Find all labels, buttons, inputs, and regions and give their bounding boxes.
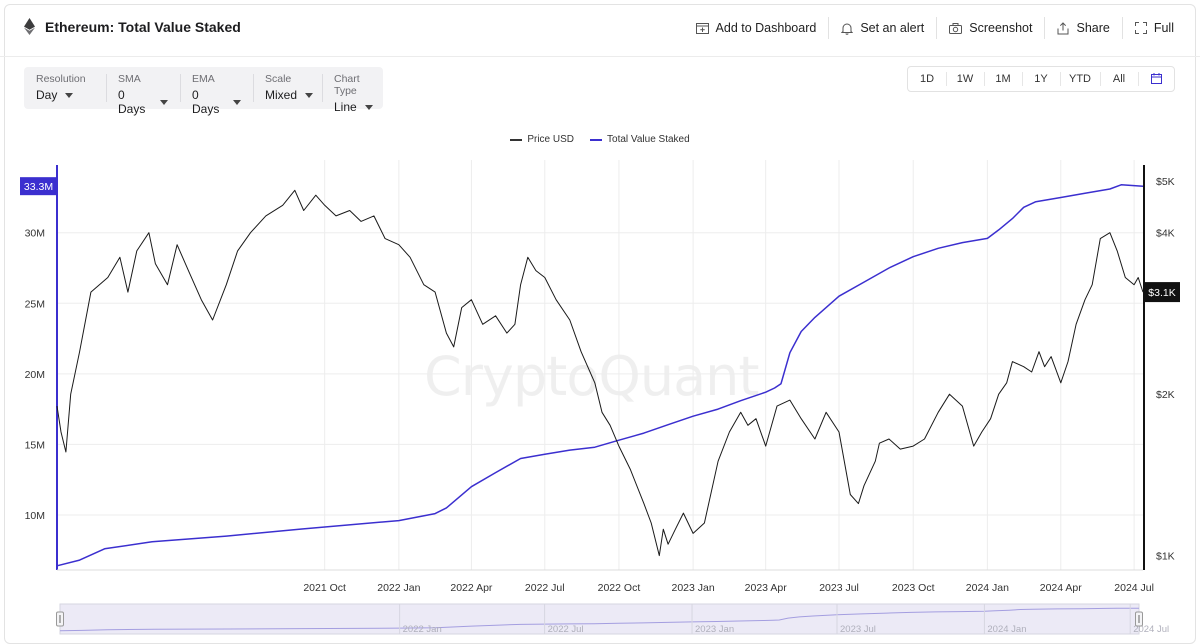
scale-value: Mixed: [265, 88, 298, 102]
page-title: Ethereum: Total Value Staked: [45, 18, 241, 35]
ethereum-icon: [24, 18, 35, 35]
add-to-dashboard-label: Add to Dashboard: [715, 21, 817, 35]
right-current-value-label: $3.1K: [1148, 287, 1175, 299]
dashboard-add-icon: [695, 23, 709, 34]
y-tick-label-left: 25M: [25, 298, 45, 310]
sma-label: SMA: [118, 73, 141, 85]
series-line-price-usd: [56, 189, 1144, 557]
ema-value: 0 Days: [192, 88, 220, 116]
chevron-down-icon: [65, 92, 74, 98]
resolution-value: Day: [36, 88, 58, 102]
x-tick-label: 2023 Jul: [819, 582, 859, 594]
sma-select[interactable]: SMA 0 Days: [106, 67, 180, 116]
set-alert-button[interactable]: Set an alert: [829, 14, 936, 42]
chart-legend: Price USD Total Value Staked: [0, 134, 1200, 145]
chart-type-select[interactable]: Chart Type Line: [322, 67, 383, 114]
y-tick-label-right: $1K: [1156, 551, 1175, 563]
x-tick-label: 2022 Jul: [525, 582, 565, 594]
chart-header: Ethereum: Total Value Staked Add to Dash…: [0, 0, 1200, 57]
x-tick-label: 2024 Jan: [966, 582, 1009, 594]
y-tick-label-right: $2K: [1156, 389, 1175, 401]
range-selector: 1D 1W 1M 1Y YTD All: [907, 66, 1175, 92]
range-1w-button[interactable]: 1W: [946, 67, 984, 91]
action-divider: [936, 17, 938, 39]
share-button[interactable]: Share: [1045, 14, 1121, 42]
x-tick-label: 2024 Jul: [1114, 582, 1154, 594]
chart-controls: Resolution Day SMA 0 Days EMA 0 Days Sca…: [24, 67, 383, 116]
right-current-value-badge: [1144, 282, 1180, 303]
action-divider: [1121, 17, 1123, 39]
range-all-button[interactable]: All: [1100, 67, 1138, 91]
action-divider: [1044, 17, 1046, 39]
chevron-down-icon: [364, 104, 373, 110]
navigator-series-line: [59, 607, 1140, 632]
legend-item-price[interactable]: Price USD: [510, 134, 574, 145]
range-ytd-button[interactable]: YTD: [1060, 67, 1100, 91]
y-tick-label-left: 30M: [25, 228, 45, 240]
sma-value: 0 Days: [118, 88, 146, 116]
y-tick-label-left: 10M: [25, 510, 45, 522]
action-divider: [828, 17, 830, 39]
x-tick-label: 2024 Apr: [1040, 582, 1083, 594]
fullscreen-icon: [1134, 22, 1147, 34]
title-group: Ethereum: Total Value Staked: [24, 18, 241, 35]
y-tick-label-right: $4K: [1156, 228, 1175, 240]
legend-swatch-price: [510, 138, 523, 141]
x-tick-label: 2023 Jan: [672, 582, 715, 594]
x-tick-label: 2022 Jan: [377, 582, 420, 594]
y-tick-label-right: $5K: [1156, 176, 1175, 188]
fullscreen-button[interactable]: Full: [1123, 14, 1186, 42]
x-tick-label: 2023 Oct: [892, 582, 935, 594]
left-current-value-label: 33.3M: [24, 181, 53, 193]
fullscreen-label: Full: [1153, 21, 1174, 35]
chart-plot[interactable]: 10M 15M 20M 25M 30M $1K $2K $4K $5K 2021 Oct 2022 …: [0, 0, 1200, 600]
x-tick-label: 2022 Apr: [450, 582, 493, 594]
set-alert-label: Set an alert: [860, 21, 925, 35]
navigator-label: 2024 Jul: [1133, 624, 1169, 635]
screenshot-label: Screenshot: [969, 21, 1033, 35]
legend-label-staked: Total Value Staked: [607, 134, 690, 145]
range-1m-button[interactable]: 1M: [984, 67, 1022, 91]
navigator-label: 2023 Jan: [695, 624, 734, 635]
y-tick-label-left: 20M: [25, 369, 45, 381]
bell-icon: [841, 23, 854, 35]
calendar-icon: [1150, 73, 1162, 84]
chevron-down-icon: [305, 92, 314, 98]
left-current-value-badge: [20, 177, 57, 196]
chart-type-label: Chart Type: [334, 73, 360, 97]
resolution-label: Resolution: [36, 73, 86, 85]
chart-type-value: Line: [334, 100, 357, 114]
resolution-select[interactable]: Resolution Day: [24, 67, 106, 109]
scale-label: Scale: [265, 73, 292, 85]
screenshot-button[interactable]: Screenshot: [937, 14, 1044, 42]
scale-select[interactable]: Scale Mixed: [253, 67, 322, 109]
series-line-total-value-staked: [56, 184, 1144, 567]
x-tick-label: 2021 Oct: [303, 582, 346, 594]
chevron-down-icon: [233, 99, 241, 105]
navigator-label: 2023 Jul: [840, 624, 876, 635]
x-tick-label: 2022 Oct: [598, 582, 641, 594]
header-actions: Add to Dashboard Set an alert Screenshot…: [684, 14, 1186, 42]
camera-icon: [949, 22, 963, 34]
legend-item-staked[interactable]: Total Value Staked: [590, 134, 690, 145]
chevron-down-icon: [160, 99, 168, 105]
add-to-dashboard-button[interactable]: Add to Dashboard: [684, 14, 829, 42]
range-1d-button[interactable]: 1D: [919, 73, 935, 85]
navigator-label: 2022 Jan: [403, 624, 442, 635]
navigator-label: 2024 Jan: [987, 624, 1026, 635]
ema-label: EMA: [192, 73, 215, 85]
ema-select[interactable]: EMA 0 Days: [180, 67, 253, 116]
share-icon: [1057, 21, 1069, 34]
range-1y-button[interactable]: 1Y: [1022, 67, 1060, 91]
y-tick-label-left: 15M: [25, 439, 45, 451]
legend-label-price: Price USD: [527, 134, 575, 145]
date-picker-button[interactable]: [1138, 67, 1174, 91]
share-label: Share: [1076, 21, 1110, 35]
x-tick-label: 2023 Apr: [745, 582, 788, 594]
legend-swatch-staked: [590, 138, 603, 141]
navigator-label: 2022 Jul: [548, 624, 584, 635]
